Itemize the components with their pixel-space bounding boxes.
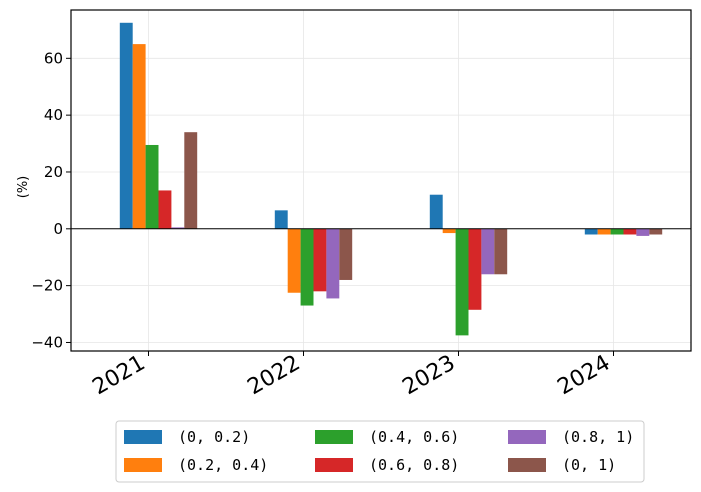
legend-label: (0.4, 0.6) xyxy=(369,428,459,446)
x-tick-label: 2024 xyxy=(554,351,615,401)
bar-2021-series-1 xyxy=(119,22,133,229)
x-tick-label: 2023 xyxy=(399,351,460,401)
legend-swatch xyxy=(508,458,546,472)
y-tick-label: −20 xyxy=(31,277,63,295)
bar-2024-series-3 xyxy=(610,228,624,235)
bar-2023-series-5 xyxy=(481,228,495,275)
bar-2023-series-4 xyxy=(468,228,482,310)
legend-label: (0, 0.2) xyxy=(178,428,250,446)
bar-2022-series-5 xyxy=(326,228,340,299)
y-axis-label: (%) xyxy=(16,176,31,199)
bar-2021-series-2 xyxy=(132,44,146,229)
bars xyxy=(119,22,663,336)
bar-2024-series-1 xyxy=(584,228,598,235)
legend-swatch xyxy=(124,458,162,472)
legend-label: (0.8, 1) xyxy=(562,428,634,446)
y-tick-label: 20 xyxy=(44,163,63,181)
bar-2022-series-1 xyxy=(274,210,288,229)
bar-2024-series-5 xyxy=(636,228,650,236)
legend-label: (0.2, 0.4) xyxy=(178,456,268,474)
bar-2024-series-6 xyxy=(649,228,663,235)
bar-2023-series-2 xyxy=(442,228,456,234)
y-tick-label: −40 xyxy=(31,333,63,351)
bar-2023-series-3 xyxy=(455,228,469,336)
bar-2022-series-2 xyxy=(287,228,301,293)
bar-2023-series-6 xyxy=(494,228,508,275)
legend-swatch xyxy=(315,430,353,444)
bar-2023-series-1 xyxy=(429,194,443,229)
legend-swatch xyxy=(124,430,162,444)
y-tick-label: 0 xyxy=(53,220,63,238)
bar-2022-series-3 xyxy=(300,228,314,306)
bar-2021-series-4 xyxy=(158,190,172,229)
legend: (0, 0.2) (0.2, 0.4) (0.4, 0.6) (0.6, 0.8) (0… xyxy=(115,420,645,483)
bar-2022-series-4 xyxy=(313,228,327,292)
x-axis: 2021 2022 2023 2024 xyxy=(89,351,615,401)
y-tick-label: 40 xyxy=(44,106,63,124)
legend-label: (0.6, 0.8) xyxy=(369,456,459,474)
legend-swatch xyxy=(315,458,353,472)
bar-2021-series-3 xyxy=(145,144,159,229)
x-tick-label: 2022 xyxy=(244,351,305,401)
bar-2024-series-4 xyxy=(623,228,637,235)
bar-2021-series-6 xyxy=(184,132,198,229)
bar-2021-series-5 xyxy=(171,227,185,229)
legend-swatch xyxy=(508,430,546,444)
legend-label: (0, 1) xyxy=(562,456,616,474)
plot-area-frame xyxy=(70,9,692,352)
y-axis: −40 −20 0 20 40 60 xyxy=(31,49,71,351)
bar-2022-series-6 xyxy=(339,228,353,280)
bar-2024-series-2 xyxy=(597,228,611,235)
grid-lines xyxy=(71,10,691,351)
x-tick-label: 2021 xyxy=(89,351,150,401)
y-tick-label: 60 xyxy=(44,49,63,67)
